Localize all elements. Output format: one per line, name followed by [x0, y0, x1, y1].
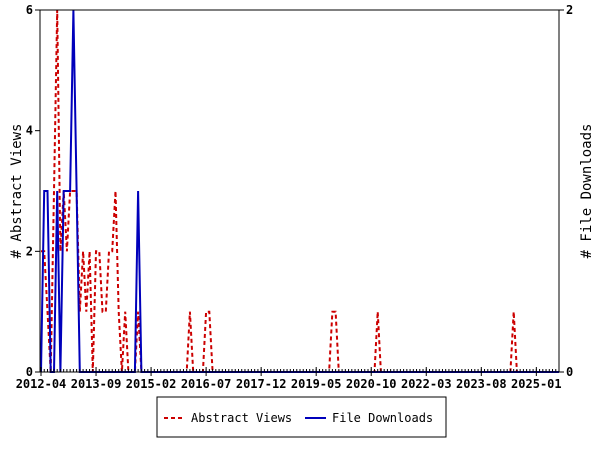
- x-tick-label: 2017-12: [236, 377, 287, 391]
- x-tick-label: 2016-07: [181, 377, 232, 391]
- plot-frame: [39, 9, 560, 373]
- y-tick-label-left: 0: [26, 365, 33, 379]
- legend-box: [156, 396, 447, 438]
- x-tick-label: 2020-10: [346, 377, 397, 391]
- series-layer: [40, 9, 560, 373]
- x-tick-label: 2025-01: [511, 377, 562, 391]
- series-line-file-downloads: [40, 9, 559, 373]
- series-line-abstract-views: [41, 9, 559, 373]
- y-tick-label-left: 2: [26, 244, 33, 258]
- x-tick-label: 2023-08: [456, 377, 507, 391]
- y-axis-title-left: # Abstract Views: [9, 124, 25, 259]
- y-axis-title-right: # File Downloads: [579, 124, 595, 259]
- x-tick-label: 2013-09: [71, 377, 122, 391]
- x-tick-label: 2019-05: [291, 377, 342, 391]
- legend-label-abstract-views: Abstract Views: [191, 411, 292, 425]
- legend-label-file-downloads: File Downloads: [332, 411, 433, 425]
- x-tick-label: 2015-02: [126, 377, 177, 391]
- legend: Abstract Views File Downloads: [156, 396, 447, 438]
- y-tick-label-left: 4: [26, 124, 33, 138]
- x-tick-label: 2022-03: [401, 377, 452, 391]
- y-tick-label-right: 0: [566, 365, 573, 379]
- y-tick-label-left: 6: [26, 3, 33, 17]
- x-tick-label: 2012-04: [16, 377, 67, 391]
- axes-layer: 2012-04 2013-09 2015-02 2016-07 2017-12 2019-…: [16, 3, 574, 391]
- y-tick-label-right: 2: [566, 3, 573, 17]
